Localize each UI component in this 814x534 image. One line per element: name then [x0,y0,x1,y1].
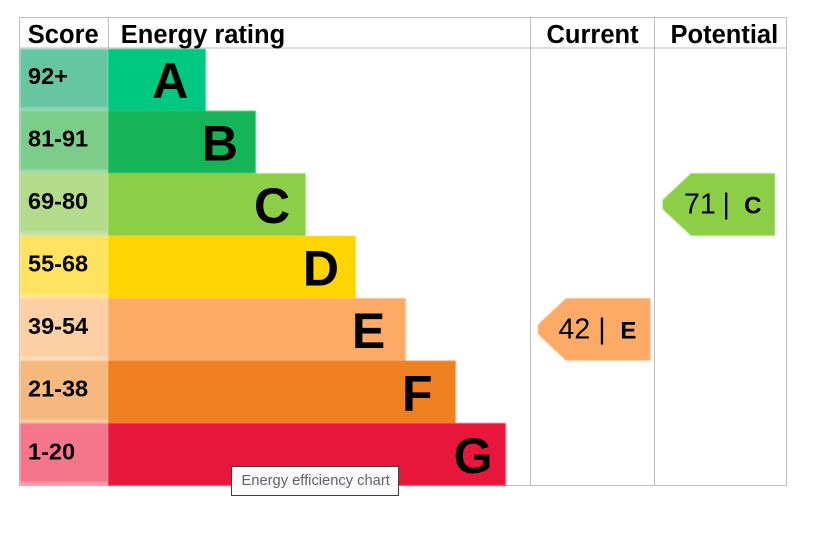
svg-text:55-68: 55-68 [28,251,88,277]
svg-text:Current: Current [547,21,640,49]
svg-text:39-54: 39-54 [28,313,88,339]
svg-text:42: 42 [559,313,591,345]
svg-text:E: E [620,317,636,344]
svg-text:C: C [254,178,290,234]
svg-text:|: | [722,188,729,220]
svg-text:Potential: Potential [671,21,779,49]
svg-text:21-38: 21-38 [28,376,88,402]
svg-text:C: C [744,192,761,219]
svg-text:Energy rating: Energy rating [121,21,285,49]
svg-text:A: A [152,53,188,109]
svg-text:69-80: 69-80 [28,188,88,214]
svg-text:1-20: 1-20 [28,439,75,465]
svg-text:92+: 92+ [28,63,68,89]
svg-text:G: G [454,428,493,484]
svg-text:D: D [303,241,339,297]
svg-text:81-91: 81-91 [28,126,88,152]
svg-text:E: E [352,303,385,359]
svg-text:Score: Score [28,21,99,49]
svg-text:B: B [202,116,238,172]
svg-text:F: F [402,366,433,422]
svg-text:71: 71 [684,188,716,220]
svg-text:|: | [598,313,605,345]
